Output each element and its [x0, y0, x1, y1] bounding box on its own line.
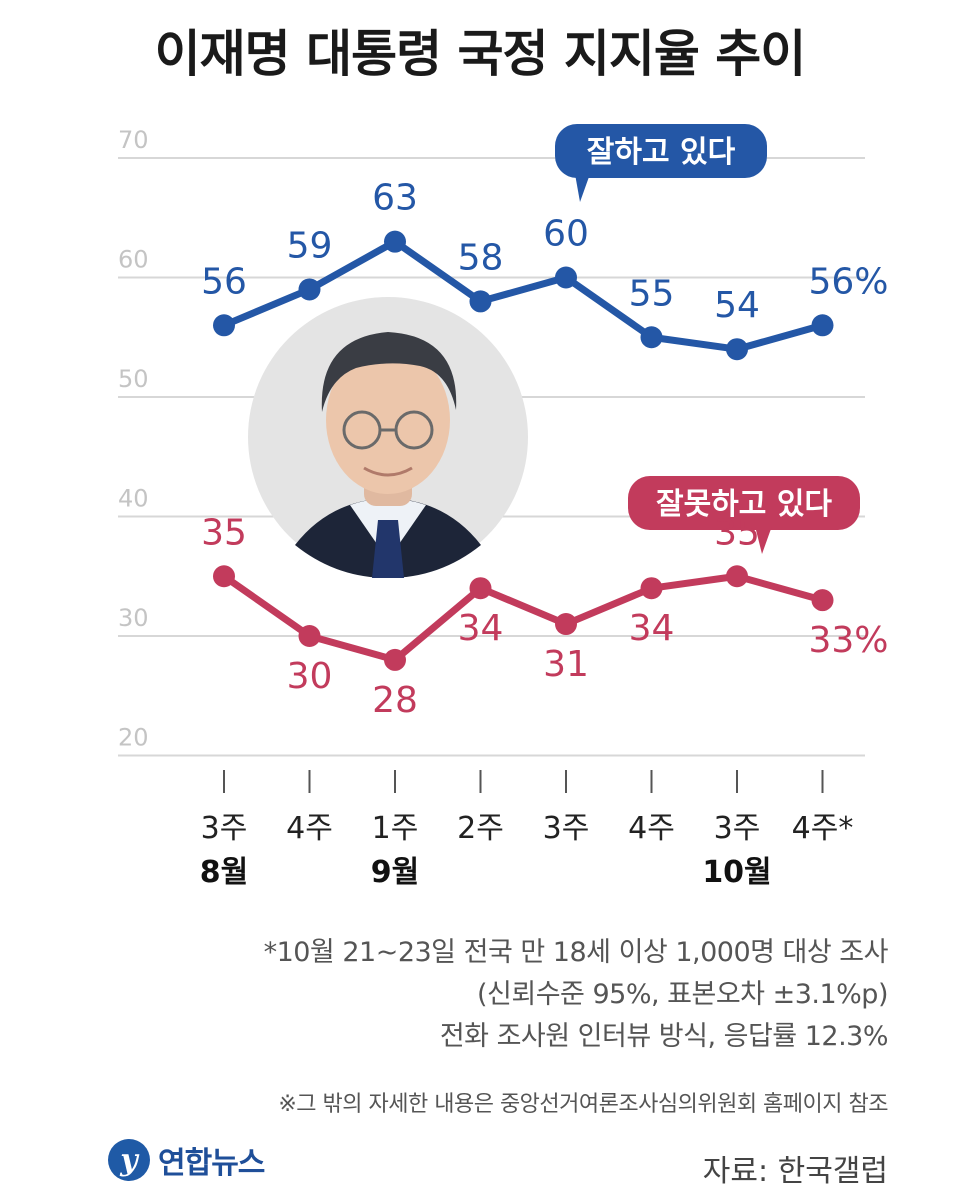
legend-label-approve: 잘하고 있다	[587, 135, 736, 170]
series-disapprove: 35 30 28 34 31 34 35 33%	[201, 512, 888, 721]
x-tick-label: 4주	[628, 811, 675, 846]
data-point	[469, 290, 492, 313]
series-line	[220, 572, 826, 664]
data-label: 35	[714, 512, 760, 553]
data-label: 59	[287, 225, 333, 266]
series-approve: 56 59 63 58 60 55 54 56%	[201, 178, 889, 361]
data-point	[640, 326, 663, 349]
series-line	[220, 238, 826, 353]
month-label: 9월	[371, 855, 419, 890]
legend-callout-approve: 잘하고 있다	[555, 124, 767, 202]
data-label: 54	[714, 285, 760, 326]
source-credit: 자료: 한국갤럽	[702, 1154, 888, 1189]
data-label: 55	[629, 273, 675, 314]
portrait-photo	[248, 297, 528, 578]
data-point	[213, 314, 235, 337]
data-label: 63	[372, 178, 418, 219]
yonhap-logo-icon: y	[108, 1139, 150, 1181]
data-label: 56%	[808, 261, 888, 302]
y-tick-label: 70	[118, 126, 149, 154]
x-tick-label: 3주	[543, 811, 590, 846]
x-tick-label: 4주	[286, 811, 333, 846]
data-point	[726, 565, 748, 588]
series-layer: 56 59 63 58 60 55 54 56% 35 30 28 34 31 34 35 33%	[201, 178, 888, 721]
x-tick-label: 2주	[457, 811, 504, 846]
legend-callout-disapprove: 잘못하고 있다	[628, 476, 860, 554]
data-point	[640, 577, 663, 600]
x-tick-label: 3주	[201, 811, 248, 846]
y-tick-label: 60	[118, 246, 149, 274]
month-label: 8월	[200, 855, 248, 890]
note-line-3: 전화 조사원 인터뷰 방식, 응답률 12.3%	[439, 1021, 889, 1052]
grid-lines: 70 60 50 40 30 20	[118, 126, 865, 757]
data-point	[298, 278, 321, 301]
data-label: 35	[201, 512, 247, 553]
x-tick-label: 1주	[372, 811, 419, 846]
y-tick-label: 30	[118, 604, 149, 632]
data-label: 33%	[808, 620, 888, 661]
data-label: 31	[543, 644, 589, 685]
data-point	[811, 589, 834, 612]
data-point	[726, 338, 748, 361]
page-title: 이재명 대통령 국정 지지율 추이	[154, 25, 807, 83]
data-label: 56	[201, 261, 247, 302]
yonhap-logo: y 연합뉴스	[108, 1138, 265, 1182]
legend-callouts: 잘하고 있다 잘못하고 있다	[555, 124, 860, 554]
reference-note: ※그 밖의 자세한 내용은 중앙선거여론조사심의위원회 홈페이지 참조	[278, 1092, 888, 1117]
data-label: 28	[372, 680, 418, 721]
x-tick-label: 3주	[714, 811, 761, 846]
data-label: 34	[629, 608, 675, 649]
y-tick-label: 50	[118, 365, 149, 393]
data-point	[384, 230, 406, 253]
month-label: 10월	[702, 855, 771, 890]
data-point	[555, 613, 577, 636]
note-line-2: (신뢰수준 95%, 표본오차 ±3.1%p)	[477, 979, 889, 1010]
data-point	[555, 266, 577, 289]
data-point	[213, 565, 235, 588]
legend-label-disapprove: 잘못하고 있다	[656, 487, 832, 522]
note-line-1: *10월 21~23일 전국 만 18세 이상 1,000명 대상 조사	[263, 937, 889, 968]
x-tick-label: 4주*	[792, 811, 854, 846]
data-label: 60	[543, 214, 589, 255]
data-label: 30	[287, 656, 333, 697]
yonhap-logo-text: 연합뉴스	[158, 1146, 265, 1181]
data-point	[384, 648, 406, 671]
data-point	[469, 577, 492, 600]
data-label: 58	[458, 237, 504, 278]
y-tick-label: 40	[118, 485, 149, 513]
data-label: 34	[458, 608, 504, 649]
data-point	[811, 314, 834, 337]
y-tick-label: 20	[118, 724, 149, 752]
x-axis: 3주 4주 1주 2주 3주 4주 3주 4주* 8월 9월 10월	[200, 770, 854, 890]
data-point	[298, 625, 321, 647]
